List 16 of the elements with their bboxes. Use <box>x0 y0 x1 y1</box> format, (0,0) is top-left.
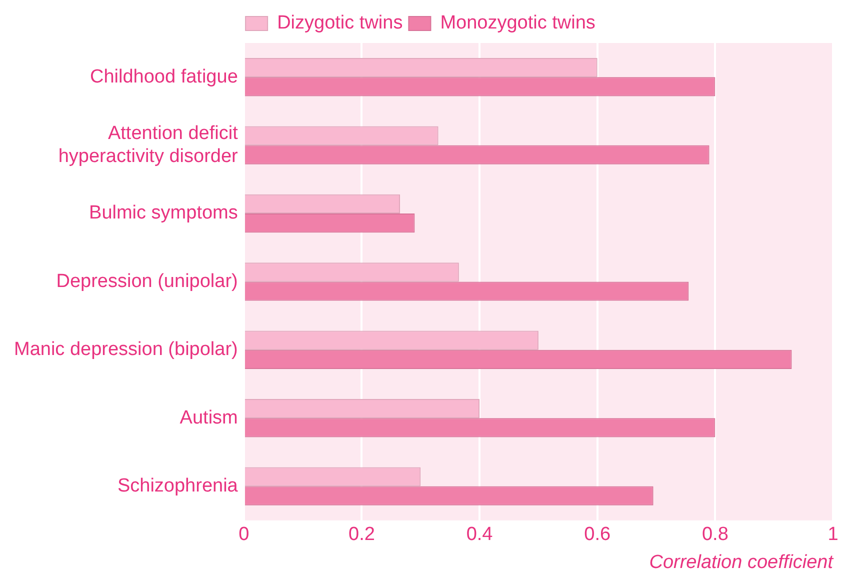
x-tick-label: 0.8 <box>702 524 728 546</box>
y-tick-label: Bulmic symptoms <box>89 202 238 224</box>
legend-label: Monozygotic twins <box>440 12 596 34</box>
y-tick-label: Childhood fatigue <box>90 66 238 88</box>
y-tick-label: Schizophrenia <box>117 476 238 497</box>
x-tick-label: 1 <box>828 524 838 546</box>
x-tick-label: 0 <box>238 524 250 546</box>
y-tick-label: Autism <box>180 407 238 428</box>
legend-label: Dizygotic twins <box>277 12 403 34</box>
x-tick-label: 0.6 <box>584 524 611 546</box>
x-axis-title: Correlation coefficient <box>649 552 834 573</box>
y-tick-label: Depression (unipolar) <box>56 270 238 292</box>
y-tick-label: Manic depression (bipolar) <box>14 339 238 360</box>
y-tick-label: Attention deficit hyperactivity disorder <box>58 123 239 167</box>
x-tick-label: 0.2 <box>348 524 375 546</box>
x-tick-label: 0.4 <box>466 524 494 546</box>
